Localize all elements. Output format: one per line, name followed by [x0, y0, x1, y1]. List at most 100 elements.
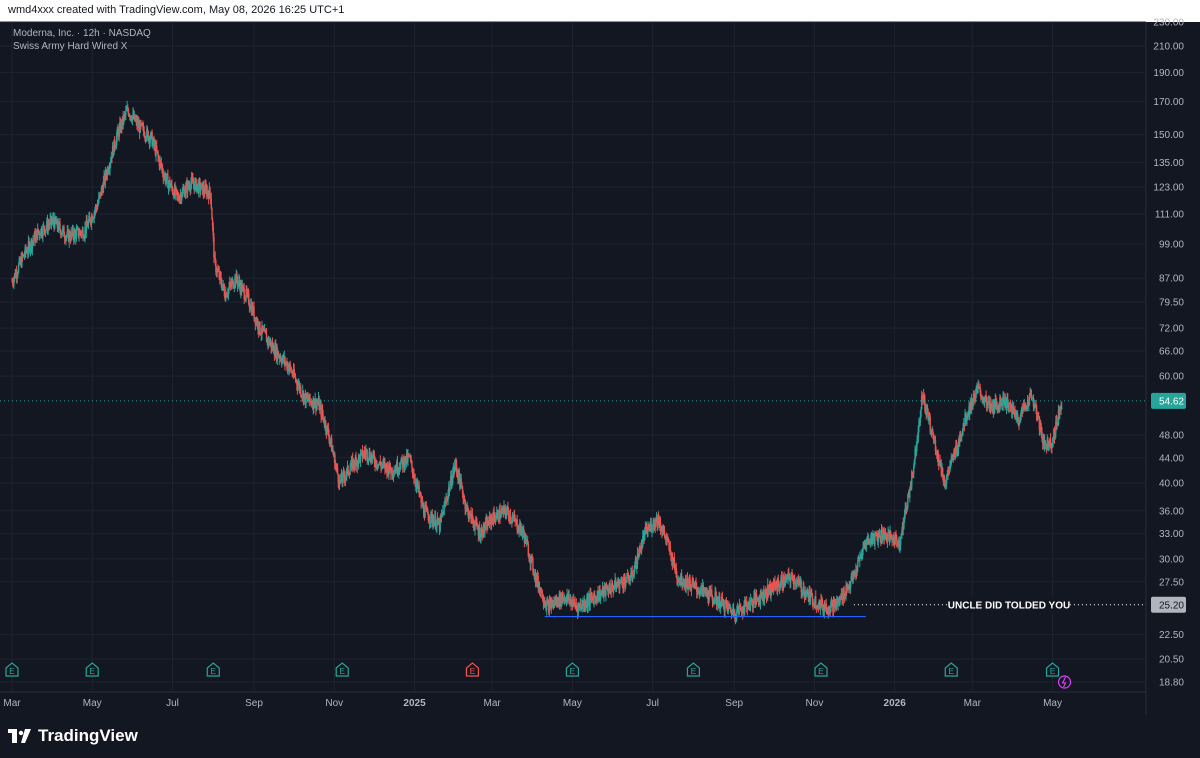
candle-body — [949, 466, 951, 472]
candle-up — [433, 521, 435, 527]
candle-body — [188, 185, 191, 190]
candle-body — [70, 231, 72, 240]
candle-body — [101, 187, 103, 189]
candle-down — [246, 285, 248, 298]
candle-down — [248, 289, 250, 307]
candle-body — [337, 474, 339, 483]
candle-down — [117, 124, 119, 132]
candle-down — [205, 180, 207, 190]
candle-body — [310, 401, 312, 405]
candle-up — [708, 585, 710, 604]
candle-body — [617, 584, 619, 585]
candle-body — [739, 604, 741, 608]
candle-body — [859, 558, 861, 562]
candle-down — [734, 608, 736, 623]
candle-body — [59, 223, 61, 230]
candle-body — [1015, 416, 1018, 420]
candle-body — [526, 539, 528, 542]
candle-body — [744, 599, 746, 613]
candle-up — [354, 454, 357, 471]
candle-body — [51, 221, 53, 224]
candle-body — [928, 415, 931, 417]
price-axis[interactable]: 230.00 210.00 190.00 170.00 150.00 135.00 123.… — [1151, 18, 1186, 689]
header-bar: wmd4xxx created with TradingView.com, Ma… — [0, 0, 1200, 22]
candle-body — [934, 439, 937, 452]
candle-body — [980, 392, 982, 398]
candle-body — [763, 589, 765, 600]
candle-down — [466, 501, 468, 512]
candle-up — [365, 444, 367, 461]
candle-body — [749, 599, 752, 606]
candle-down — [481, 526, 483, 541]
candle-body — [394, 471, 396, 472]
candle-body — [744, 599, 747, 603]
candle-body — [499, 516, 502, 519]
candle-body — [784, 577, 787, 583]
candle-body — [13, 278, 15, 284]
legend-symbol: Moderna, Inc. · 12h · NASDAQ — [13, 28, 151, 39]
candle-body — [651, 530, 653, 532]
candle-body — [724, 602, 726, 612]
candle-body — [350, 460, 353, 467]
candle-up — [78, 228, 80, 242]
candle-body — [421, 499, 424, 507]
candle-body — [58, 222, 61, 224]
candle-up — [847, 584, 850, 590]
candle-body — [66, 231, 68, 236]
candle-up — [956, 444, 958, 457]
candle-body — [425, 506, 428, 509]
candle-body — [699, 589, 702, 595]
candle-body — [268, 338, 270, 345]
candle-body — [1036, 419, 1039, 421]
candle-body — [935, 451, 937, 454]
candle-body — [346, 468, 348, 476]
candle-body — [109, 163, 111, 170]
earnings-marker-shape — [944, 662, 958, 677]
candle-body — [191, 177, 193, 180]
candle-up — [167, 181, 170, 195]
price-tick: 22.50 — [1159, 630, 1184, 641]
candle-down — [340, 468, 343, 482]
price-tick: 40.00 — [1159, 479, 1184, 490]
candle-body — [966, 415, 968, 422]
candle-body — [589, 593, 591, 605]
candle-up — [521, 526, 524, 541]
tradingview-logo[interactable]: TradingView — [8, 726, 138, 746]
candle-body — [1008, 402, 1010, 412]
candle-down — [631, 565, 633, 583]
candle-body — [363, 451, 366, 454]
candle-up — [849, 581, 852, 595]
candle-body — [982, 397, 985, 402]
candle-up — [703, 589, 705, 598]
candle-body — [175, 188, 178, 191]
candle-up — [49, 213, 51, 229]
candle-down — [719, 592, 721, 612]
candle-body — [895, 535, 897, 536]
candle-up — [593, 590, 595, 608]
price-tick: 99.00 — [1159, 240, 1184, 251]
candle-body — [223, 288, 226, 297]
candle-down — [243, 283, 245, 304]
price-tick: 54.62 — [1151, 392, 1186, 409]
candle-body — [217, 269, 219, 271]
candle-body — [626, 573, 628, 583]
candle-body — [451, 482, 453, 486]
candle-body — [369, 452, 371, 460]
candle-body — [215, 260, 217, 273]
candle-body — [512, 517, 514, 519]
candle-up — [785, 576, 787, 584]
candle-up — [180, 195, 183, 204]
candle-up — [1008, 402, 1010, 414]
candle-up — [799, 576, 801, 588]
candle-up — [98, 191, 100, 204]
candle-body — [124, 114, 126, 116]
candle-body — [97, 202, 99, 206]
candle-body — [651, 528, 654, 531]
time-axis[interactable]: Mar May Jul Sep Nov 2025 Mar May Jul Sep Nov 2026 Ma… — [3, 698, 1062, 709]
candle-body — [755, 594, 757, 605]
candle-up — [909, 486, 911, 503]
candle-body — [734, 617, 737, 619]
candle-body — [435, 527, 437, 529]
candle-body — [305, 393, 307, 405]
